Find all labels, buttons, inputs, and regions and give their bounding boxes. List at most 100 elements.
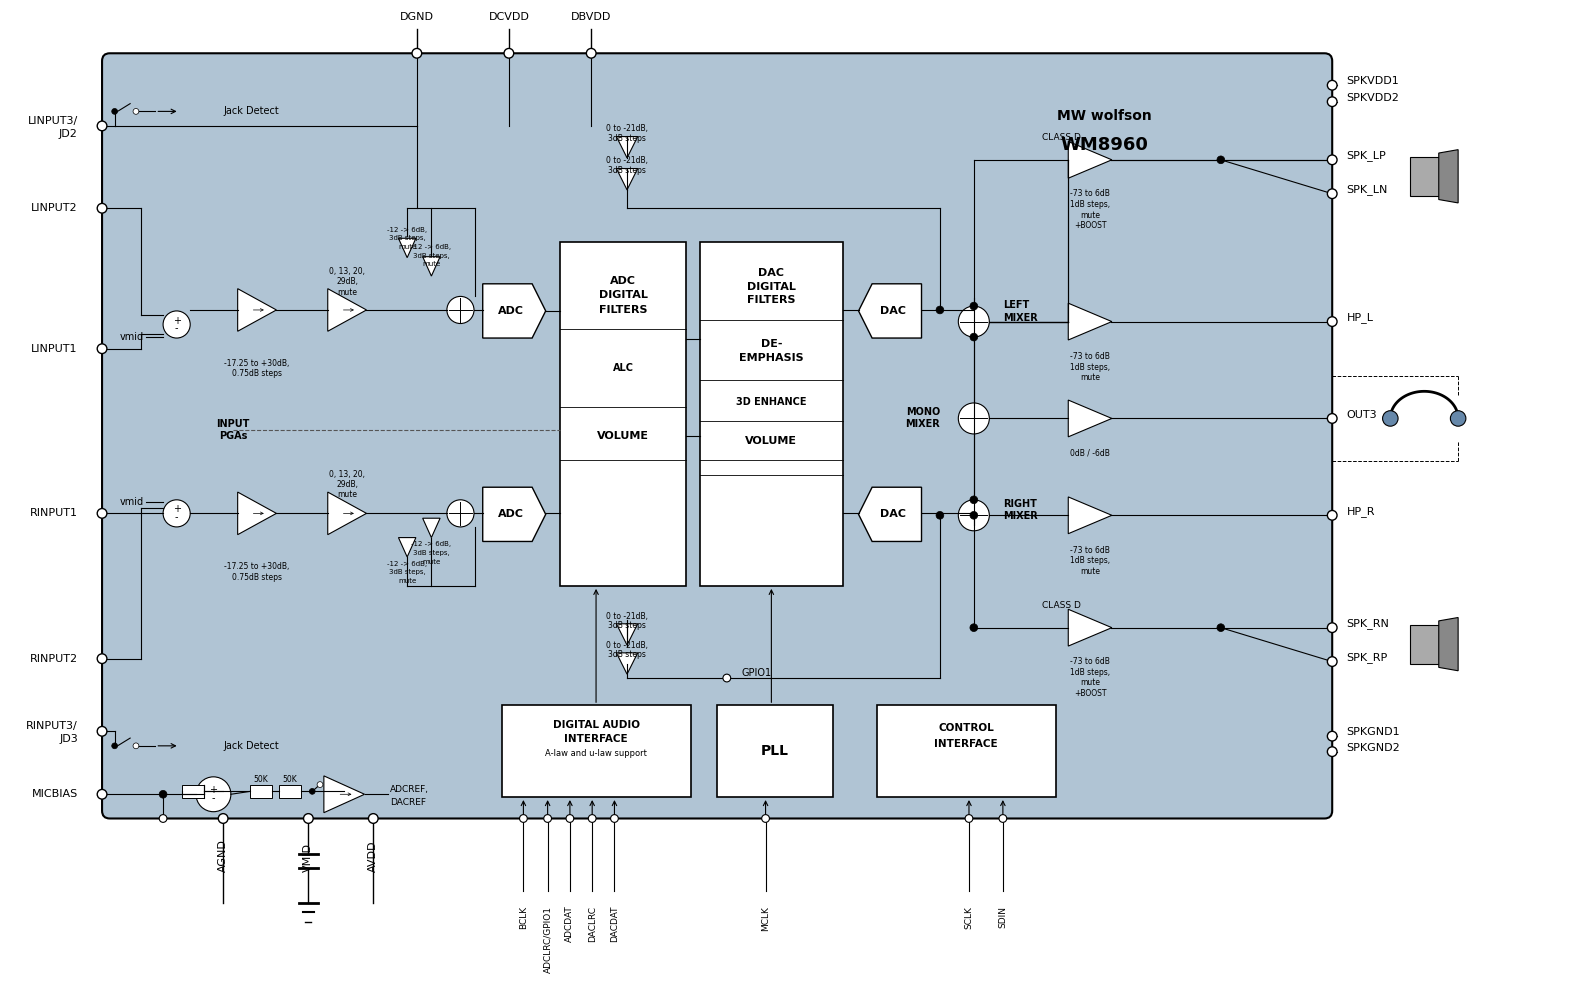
Text: 3dB steps: 3dB steps (608, 622, 645, 630)
Text: -73 to 6dB: -73 to 6dB (1070, 352, 1109, 361)
Text: DIGITAL: DIGITAL (598, 291, 647, 300)
Circle shape (163, 500, 191, 527)
Text: SCLK: SCLK (964, 905, 974, 929)
Text: HP_R: HP_R (1346, 506, 1376, 517)
Text: DGND: DGND (399, 13, 434, 23)
Circle shape (589, 815, 596, 822)
Circle shape (98, 727, 107, 736)
Text: -12 -> 6dB,: -12 -> 6dB, (412, 541, 451, 547)
Circle shape (112, 743, 117, 748)
Text: INTERFACE: INTERFACE (934, 738, 997, 749)
Text: 50K: 50K (282, 775, 297, 785)
Text: FILTERS: FILTERS (746, 296, 795, 305)
Text: SPKGND2: SPKGND2 (1346, 742, 1401, 753)
Text: OUT3: OUT3 (1346, 409, 1378, 419)
Text: ADCLRC/GPIO1: ADCLRC/GPIO1 (543, 905, 552, 972)
Text: LINPUT3/: LINPUT3/ (27, 116, 77, 126)
Polygon shape (323, 776, 365, 813)
Text: RINPUT3/: RINPUT3/ (27, 722, 77, 732)
Text: SPK_LN: SPK_LN (1346, 185, 1389, 195)
Text: HP_L: HP_L (1346, 312, 1374, 323)
Polygon shape (238, 492, 276, 534)
Text: 1dB steps,: 1dB steps, (1070, 362, 1109, 371)
Circle shape (133, 743, 139, 748)
Text: MICBIAS: MICBIAS (32, 790, 77, 799)
Text: 0 to -21dB,: 0 to -21dB, (606, 640, 649, 650)
Circle shape (611, 815, 619, 822)
Text: 𝗠𝗪 wolfson: 𝗠𝗪 wolfson (1057, 109, 1152, 123)
Polygon shape (328, 492, 366, 534)
Polygon shape (1068, 497, 1112, 533)
Text: -73 to 6dB: -73 to 6dB (1070, 657, 1109, 666)
Text: 3D ENHANCE: 3D ENHANCE (735, 397, 806, 407)
Polygon shape (617, 653, 638, 675)
Text: INTERFACE: INTERFACE (565, 735, 628, 744)
Text: SPKVDD2: SPKVDD2 (1346, 93, 1400, 103)
Bar (560, 243, 686, 586)
Text: Jack Detect: Jack Detect (222, 106, 279, 117)
Text: MIXER: MIXER (1004, 512, 1038, 521)
Circle shape (447, 500, 473, 527)
Text: 3dB steps: 3dB steps (608, 134, 645, 143)
Text: RINPUT1: RINPUT1 (30, 509, 77, 518)
Text: +BOOST: +BOOST (1073, 689, 1106, 698)
Circle shape (1217, 624, 1225, 631)
Text: Jack Detect: Jack Detect (222, 740, 279, 751)
Polygon shape (238, 289, 276, 331)
Circle shape (196, 777, 230, 812)
Bar (716, 705, 833, 797)
Text: PLL: PLL (761, 743, 789, 758)
Text: 0 to -21dB,: 0 to -21dB, (606, 156, 649, 165)
Circle shape (98, 654, 107, 664)
Polygon shape (1439, 618, 1458, 671)
Text: mute: mute (1079, 210, 1100, 220)
Text: -73 to 6dB: -73 to 6dB (1070, 190, 1109, 198)
Text: RIGHT: RIGHT (1004, 499, 1037, 509)
Text: JD2: JD2 (58, 129, 77, 138)
Text: DAC: DAC (881, 306, 906, 316)
Circle shape (98, 344, 107, 354)
Circle shape (762, 815, 770, 822)
Text: SPK_RN: SPK_RN (1346, 619, 1390, 629)
Text: MCLK: MCLK (761, 905, 770, 931)
Circle shape (970, 624, 978, 631)
Circle shape (503, 48, 514, 58)
Text: mute: mute (1079, 373, 1100, 382)
Text: 50K: 50K (254, 775, 268, 785)
Text: BCLK: BCLK (519, 905, 529, 929)
Circle shape (936, 306, 944, 314)
Circle shape (1327, 732, 1337, 741)
Text: MONO: MONO (906, 407, 940, 416)
Text: mute: mute (423, 559, 440, 565)
Text: LEFT: LEFT (1004, 300, 1029, 310)
Text: DACLRC: DACLRC (587, 905, 596, 942)
Circle shape (1327, 97, 1337, 107)
Circle shape (1327, 746, 1337, 756)
Text: MIXER: MIXER (906, 419, 940, 429)
Text: +: + (172, 505, 180, 515)
Polygon shape (399, 239, 417, 257)
Text: SDIN: SDIN (999, 905, 1007, 928)
Text: DCVDD: DCVDD (489, 13, 529, 23)
Circle shape (98, 509, 107, 518)
Text: VOLUME: VOLUME (745, 436, 797, 446)
Text: mute: mute (1079, 567, 1100, 576)
Circle shape (936, 512, 944, 519)
Text: A-law and u-law support: A-law and u-law support (544, 749, 647, 758)
Bar (1409, 625, 1439, 664)
Text: 3dB steps,: 3dB steps, (388, 236, 426, 242)
Circle shape (1327, 623, 1337, 632)
Text: -12 -> 6dB,: -12 -> 6dB, (387, 227, 428, 233)
Circle shape (1382, 410, 1398, 426)
Circle shape (958, 403, 989, 434)
Circle shape (1327, 511, 1337, 520)
Polygon shape (1439, 149, 1458, 203)
Text: 1dB steps,: 1dB steps, (1070, 557, 1109, 566)
Text: LINPUT1: LINPUT1 (32, 344, 77, 354)
Text: WM8960: WM8960 (1060, 136, 1149, 154)
Text: +BOOST: +BOOST (1073, 221, 1106, 230)
Text: 0 to -21dB,: 0 to -21dB, (606, 612, 649, 621)
Circle shape (159, 815, 167, 822)
Polygon shape (483, 284, 546, 338)
Text: -17.25 to +30dB,: -17.25 to +30dB, (224, 358, 290, 367)
